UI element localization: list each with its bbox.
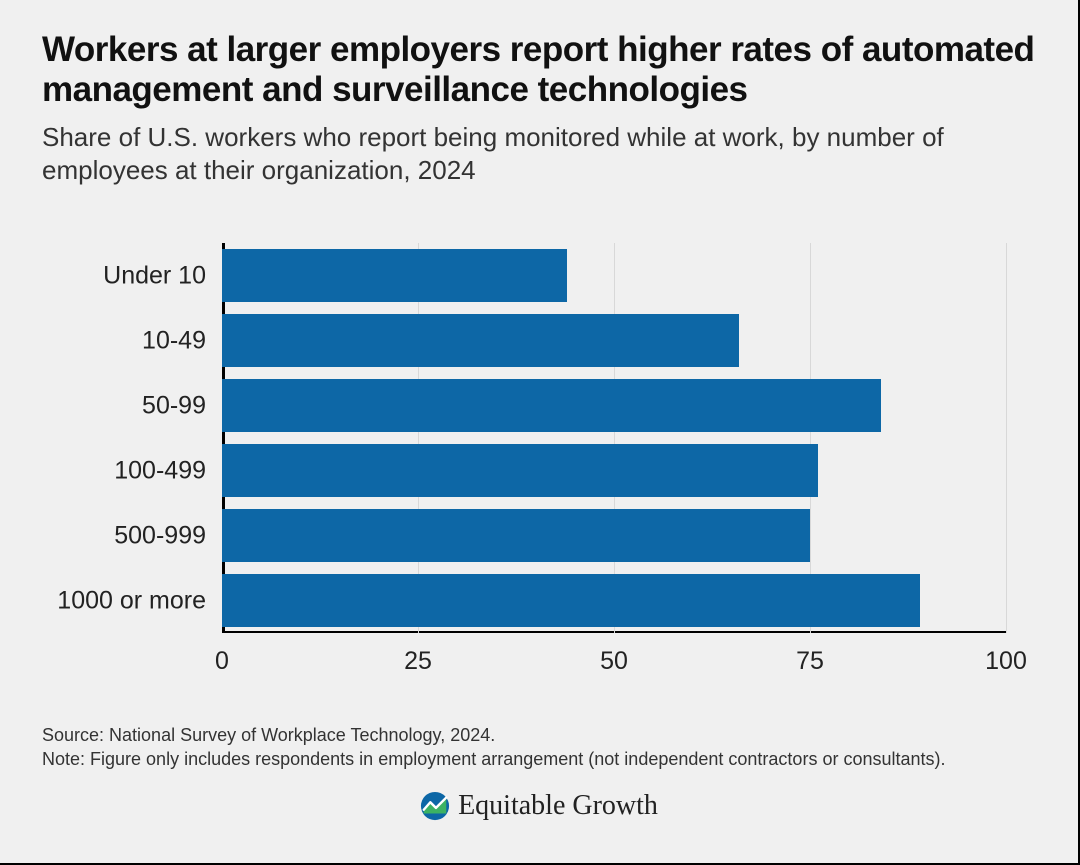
bar-row: 50-99 [222,373,1006,438]
bar [222,574,920,627]
bar-row: 1000 or more [222,568,1006,633]
y-category-label: 10-49 [142,326,206,355]
bar-row: 100-499 [222,438,1006,503]
brand-text: Equitable Growth [458,790,658,822]
y-category-label: Under 10 [103,261,206,290]
bar [222,379,881,432]
note-line: Note: Figure only includes respondents i… [42,747,1036,771]
bar-row: Under 10 [222,243,1006,308]
x-tick-label: 75 [796,647,824,676]
brand-block: Equitable Growth [42,790,1036,826]
bar [222,314,739,367]
bar [222,444,818,497]
x-tick-label: 25 [404,647,432,676]
bar-row: 10-49 [222,308,1006,373]
brand-icon [420,791,450,821]
chart-container: Workers at larger employers report highe… [0,0,1078,846]
bar [222,509,810,562]
y-category-label: 1000 or more [57,586,206,615]
x-tick-label: 0 [215,647,229,676]
chart-footer: Source: National Survey of Workplace Tec… [42,723,1036,772]
x-tick-label: 100 [985,647,1027,676]
bar-row: 500-999 [222,503,1006,568]
y-category-label: 100-499 [114,456,206,485]
grid-line [1006,243,1007,633]
y-category-label: 500-999 [114,521,206,550]
chart-title: Workers at larger employers report highe… [42,30,1036,111]
plot-area: 0255075100Under 1010-4950-99100-499500-9… [222,243,1006,633]
x-tick-label: 50 [600,647,628,676]
y-category-label: 50-99 [142,391,206,420]
chart-subtitle: Share of U.S. workers who report being m… [42,121,1036,189]
source-line: Source: National Survey of Workplace Tec… [42,723,1036,747]
chart-area: 0255075100Under 1010-4950-99100-499500-9… [42,243,1036,683]
bar [222,249,567,302]
